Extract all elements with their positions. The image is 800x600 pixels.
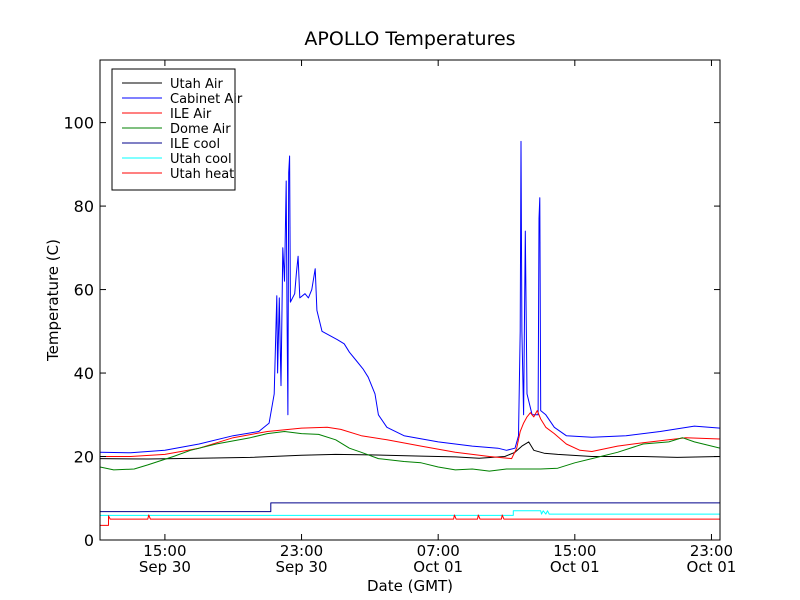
y-tick-label: 40 (74, 364, 94, 383)
legend-entry: ILE cool (170, 137, 220, 152)
y-axis-label: Temperature (C) (44, 239, 62, 362)
x-tick-label-time: 23:00 (690, 542, 733, 560)
x-tick-label-date: Sep 30 (275, 558, 327, 576)
series-line-ile-cool (100, 502, 720, 513)
x-tick-label-date: Oct 01 (550, 558, 600, 576)
x-tick-label-time: 15:00 (143, 542, 186, 560)
series-line-utah-cool (100, 510, 720, 516)
chart-title: APOLLO Temperatures (304, 28, 515, 50)
legend-entry: Cabinet Air (170, 92, 243, 107)
y-tick-label: 0 (84, 531, 94, 550)
plot-area-frame (99, 59, 721, 541)
x-axis-label: Date (GMT) (367, 577, 453, 595)
legend-entry: ILE Air (170, 107, 212, 122)
series-line-ile-air (100, 410, 720, 460)
legend-entry: Utah cool (170, 152, 232, 167)
series-line-dome-air (100, 431, 720, 472)
legend-entry: Utah heat (170, 167, 234, 182)
x-tick-label-time: 23:00 (280, 542, 323, 560)
x-tick-label-time: 07:00 (417, 542, 460, 560)
x-tick-label-time: 15:00 (553, 542, 596, 560)
series-line-utah-heat (100, 514, 720, 526)
x-tick-label-date: Oct 01 (687, 558, 737, 576)
y-tick-label: 100 (63, 114, 94, 133)
x-tick-label-date: Sep 30 (139, 558, 191, 576)
legend-entry: Dome Air (170, 122, 231, 137)
legend-box (111, 68, 236, 191)
y-tick-label: 20 (74, 448, 94, 467)
x-tick-label-date: Oct 01 (413, 558, 463, 576)
legend-entry: Utah Air (170, 77, 223, 92)
y-tick-label: 60 (74, 281, 94, 300)
series-layer (100, 140, 720, 526)
series-line-utah-air (100, 441, 720, 460)
y-tick-label: 80 (74, 197, 94, 216)
series-line-cabinet-air (100, 140, 720, 454)
